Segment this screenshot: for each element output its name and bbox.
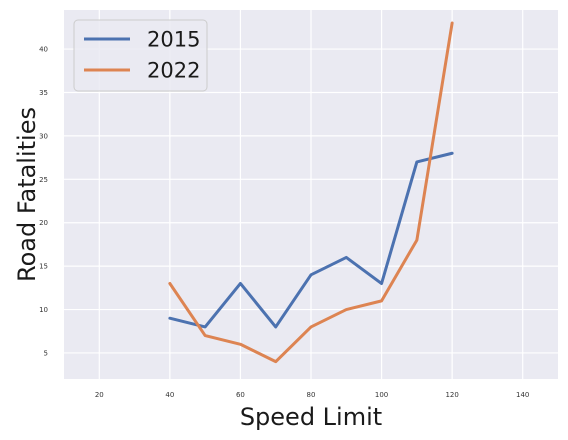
x-tick-label: 100 — [375, 391, 388, 399]
y-tick-label: 5 — [44, 349, 48, 357]
x-tick-label: 60 — [236, 391, 245, 399]
x-tick-label: 80 — [307, 391, 316, 399]
y-axis-label: Road Fatalities — [13, 107, 41, 282]
x-tick-label: 40 — [165, 391, 174, 399]
legend: 2015 2022 — [74, 20, 207, 91]
legend-label: 2015 — [147, 28, 200, 52]
x-tick-label: 120 — [445, 391, 458, 399]
x-axis-label: Speed Limit — [240, 403, 382, 431]
y-tick-label: 40 — [39, 46, 48, 54]
x-tick-label: 20 — [95, 391, 104, 399]
y-tick-label: 35 — [39, 89, 48, 97]
x-tick-label: 140 — [516, 391, 529, 399]
legend-label: 2022 — [147, 59, 200, 83]
y-tick-label: 10 — [39, 306, 48, 314]
